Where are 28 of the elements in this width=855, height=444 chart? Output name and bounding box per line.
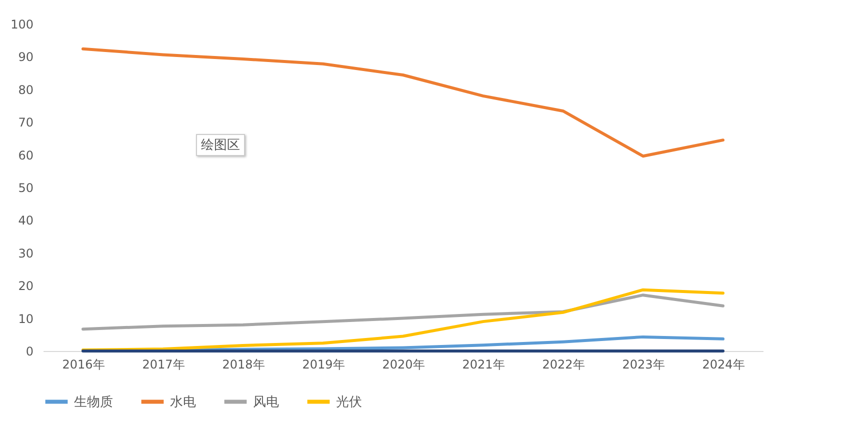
x-tick-label: 2016年 xyxy=(62,358,105,372)
x-tick-label: 2021年 xyxy=(462,358,505,372)
line-series xyxy=(82,288,724,352)
y-tick-label: 20 xyxy=(18,279,34,294)
x-tick-label: 2024年 xyxy=(702,358,745,372)
x-tick-label: 2020年 xyxy=(382,358,425,372)
x-tick-label: 2018年 xyxy=(222,358,265,372)
y-tick-label: 90 xyxy=(18,50,34,64)
legend-label: 光伏 xyxy=(336,394,362,410)
line-series xyxy=(82,294,724,331)
x-tick-label: 2022年 xyxy=(542,358,585,372)
y-tick-label: 40 xyxy=(18,214,34,228)
x-tick-label: 2019年 xyxy=(302,358,345,372)
line-series xyxy=(82,47,724,158)
annotation: 绘图区 xyxy=(196,134,245,156)
y-tick-label: 80 xyxy=(18,82,34,97)
y-tick-label: 30 xyxy=(18,246,34,260)
y-tick-label: 50 xyxy=(18,181,34,195)
x-tick-label: 2017年 xyxy=(142,358,185,372)
y-tick-label: 60 xyxy=(18,148,34,162)
y-tick-label: 10 xyxy=(18,312,34,326)
legend-label: 水电 xyxy=(170,394,196,410)
y-tick-label: 0 xyxy=(26,344,34,358)
legend-label: 生物质 xyxy=(74,394,113,410)
y-tick-label: 100 xyxy=(10,18,34,32)
y-tick-label: 70 xyxy=(18,116,34,130)
x-tick-label: 2023年 xyxy=(622,358,665,372)
legend-label: 风电 xyxy=(253,394,279,410)
